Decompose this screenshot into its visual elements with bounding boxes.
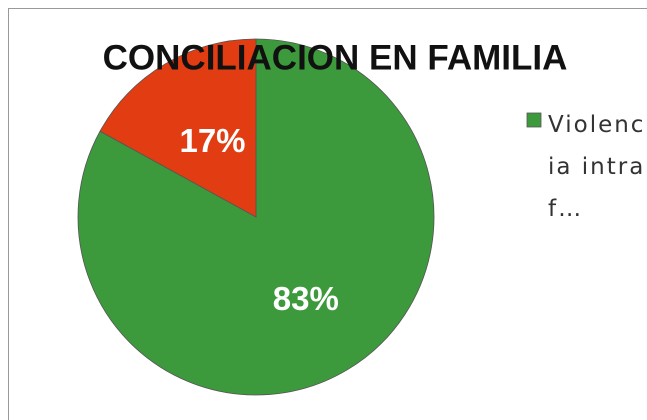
legend-label: Violencia intraf… (548, 112, 646, 222)
data-label: 17% (179, 122, 245, 159)
legend-swatch (526, 112, 542, 128)
legend (526, 112, 542, 128)
pie-slice (99, 38, 257, 218)
chart-title: CONCILIACION EN FAMILIA (103, 38, 568, 77)
data-label: 83% (273, 280, 339, 317)
pie (77, 38, 435, 396)
pie-slice (77, 38, 435, 396)
